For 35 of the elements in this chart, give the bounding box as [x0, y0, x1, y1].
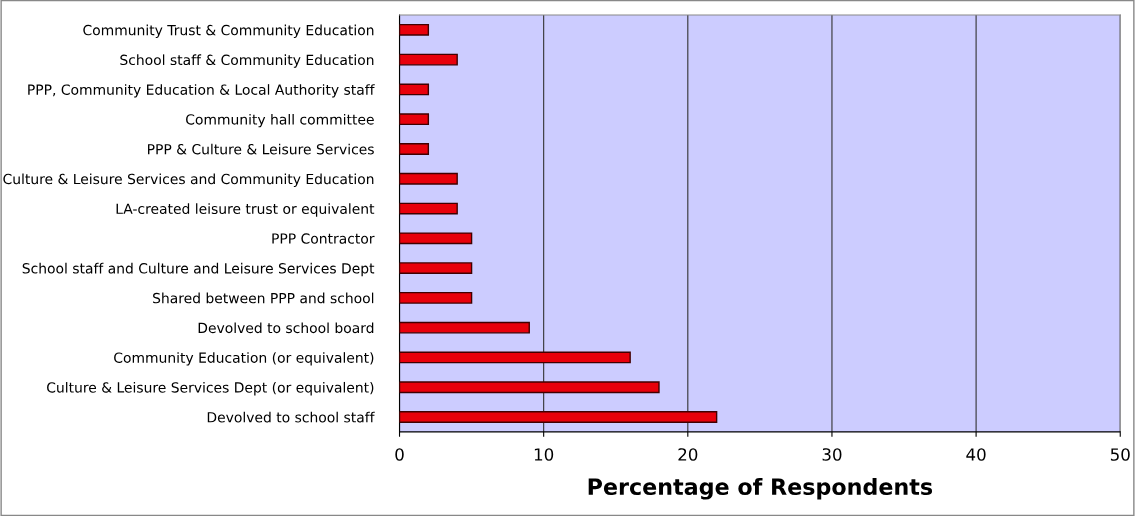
bar: [399, 411, 718, 423]
bar: [399, 321, 530, 334]
x-tick-label: 30: [822, 448, 842, 461]
bar: [399, 381, 660, 394]
bar: [399, 53, 458, 66]
x-tick-label: 0: [395, 448, 404, 461]
x-tick-label: 10: [534, 448, 554, 461]
bar: [399, 351, 631, 364]
bar: [399, 172, 458, 185]
y-tick-label: Community Trust & Community Education: [83, 24, 374, 39]
y-tick-label: Culture & Leisure Services and Community Education: [3, 173, 374, 187]
y-tick-label: School staff & Community Education: [120, 54, 374, 68]
bar: [399, 202, 458, 215]
x-tick-label: 50: [1110, 448, 1130, 461]
y-tick-label: Devolved to school board: [198, 322, 374, 334]
y-tick-label: Community Education (or equivalent): [114, 352, 374, 366]
y-tick-label: Devolved to school staff: [207, 411, 375, 423]
y-tick-label: Shared between PPP and school: [153, 292, 374, 304]
y-tick-label: Culture & Leisure Services Dept (or equivalent): [47, 381, 374, 396]
bar: [399, 23, 430, 36]
bar: [399, 83, 430, 96]
bar: [399, 113, 430, 126]
bar: [399, 291, 473, 304]
y-tick-label: LA-created leisure trust or equivalent: [116, 203, 375, 217]
bar: [399, 262, 473, 275]
y-tick-label: PPP Contractor: [272, 233, 375, 244]
x-tick-label: 40: [966, 448, 986, 461]
bar: [399, 143, 430, 155]
x-axis-title: Percentage of Respondents: [588, 477, 933, 500]
y-tick-label: PPP & Culture & Leisure Services: [148, 143, 374, 155]
y-tick-label: PPP, Community Education & Local Authority staff: [28, 84, 375, 98]
x-tick-label: 20: [678, 448, 698, 461]
y-tick-label: School staff and Culture and Leisure Services Dept: [22, 262, 375, 277]
y-tick-label: Community hall committee: [186, 113, 374, 128]
bar: [399, 232, 473, 245]
